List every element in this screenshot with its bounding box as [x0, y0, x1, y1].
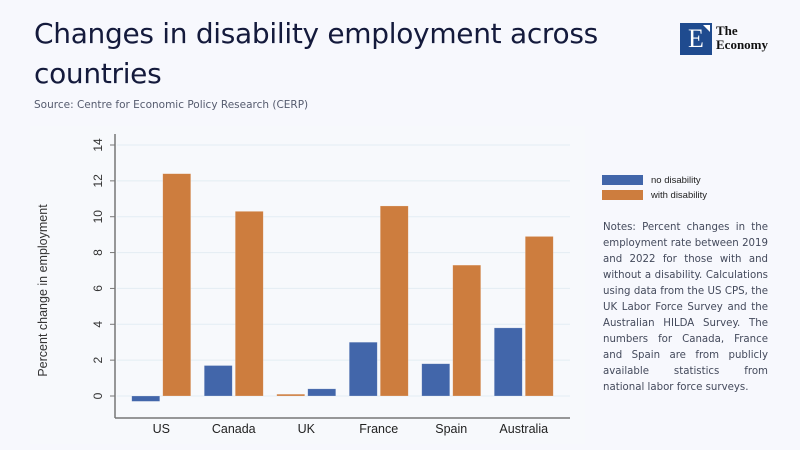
legend-item-with-disability: with disability: [602, 188, 707, 202]
y-tick-label: 6: [91, 285, 105, 292]
y-tick-label: 0: [91, 392, 105, 399]
legend-swatch-no-disability: [602, 175, 643, 185]
logo-corner: [703, 25, 710, 32]
legend-item-no-disability: no disability: [602, 173, 707, 187]
bar-australia-with-disability: [524, 236, 554, 397]
y-tick-label: 10: [91, 210, 105, 224]
logo-line2: Economy: [716, 37, 768, 52]
legend-label: no disability: [651, 174, 701, 186]
y-tick-label: 4: [91, 321, 105, 328]
x-tick-label: Spain: [435, 422, 467, 436]
bar-canada-with-disability: [234, 211, 264, 397]
y-tick-label: 14: [91, 138, 105, 152]
y-tick-label: 8: [91, 249, 105, 256]
gridlines: [117, 144, 570, 397]
y-axis-ticks: 0 2 4 6 8 10 12 14: [91, 138, 115, 399]
y-tick-label: 12: [91, 174, 105, 188]
x-tick-label: France: [359, 422, 398, 436]
x-tick-label: Canada: [212, 422, 256, 436]
legend-label: with disability: [651, 189, 707, 201]
bar-uk-no-disability: [307, 388, 337, 397]
source-note: Source: Centre for Economic Policy Resea…: [34, 99, 309, 111]
y-axis-label: Percent change in employment: [36, 204, 50, 377]
page-title: Changes in disability employment across …: [34, 17, 598, 90]
logo-letter: E: [688, 24, 704, 53]
bar-france-with-disability: [379, 205, 409, 397]
bar-uk-with-disability: [276, 393, 306, 397]
the-economy-logo: E The Economy: [680, 23, 790, 57]
x-axis-labels: US Canada UK France Spain Australia: [153, 422, 549, 436]
y-tick-label: 2: [91, 356, 105, 363]
logo-mark-icon: E: [680, 23, 712, 55]
bar-us-no-disability: [131, 395, 161, 402]
legend-swatch-with-disability: [602, 190, 643, 200]
chart-panel: 0 2 4 6 8 10 12 14 US Canada UK France Spain Austral…: [30, 126, 585, 444]
bar-australia-no-disability: [493, 327, 523, 397]
x-tick-label: US: [153, 422, 170, 436]
bar-spain-no-disability: [421, 363, 451, 397]
logo-line1: The: [716, 23, 738, 38]
x-tick-label: Australia: [499, 422, 548, 436]
bar-chart: 0 2 4 6 8 10 12 14 US Canada UK France Spain Austral…: [36, 134, 570, 436]
bar-spain-with-disability: [452, 264, 482, 397]
logo-text: The Economy: [716, 24, 768, 52]
x-tick-label: UK: [298, 422, 316, 436]
chart-notes: Notes: Percent changes in the employment…: [603, 222, 768, 393]
bars: [131, 173, 554, 402]
bar-canada-no-disability: [203, 365, 233, 397]
bar-france-no-disability: [348, 341, 378, 397]
bar-us-with-disability: [162, 173, 192, 397]
chart-legend: no disability with disability: [602, 173, 707, 203]
